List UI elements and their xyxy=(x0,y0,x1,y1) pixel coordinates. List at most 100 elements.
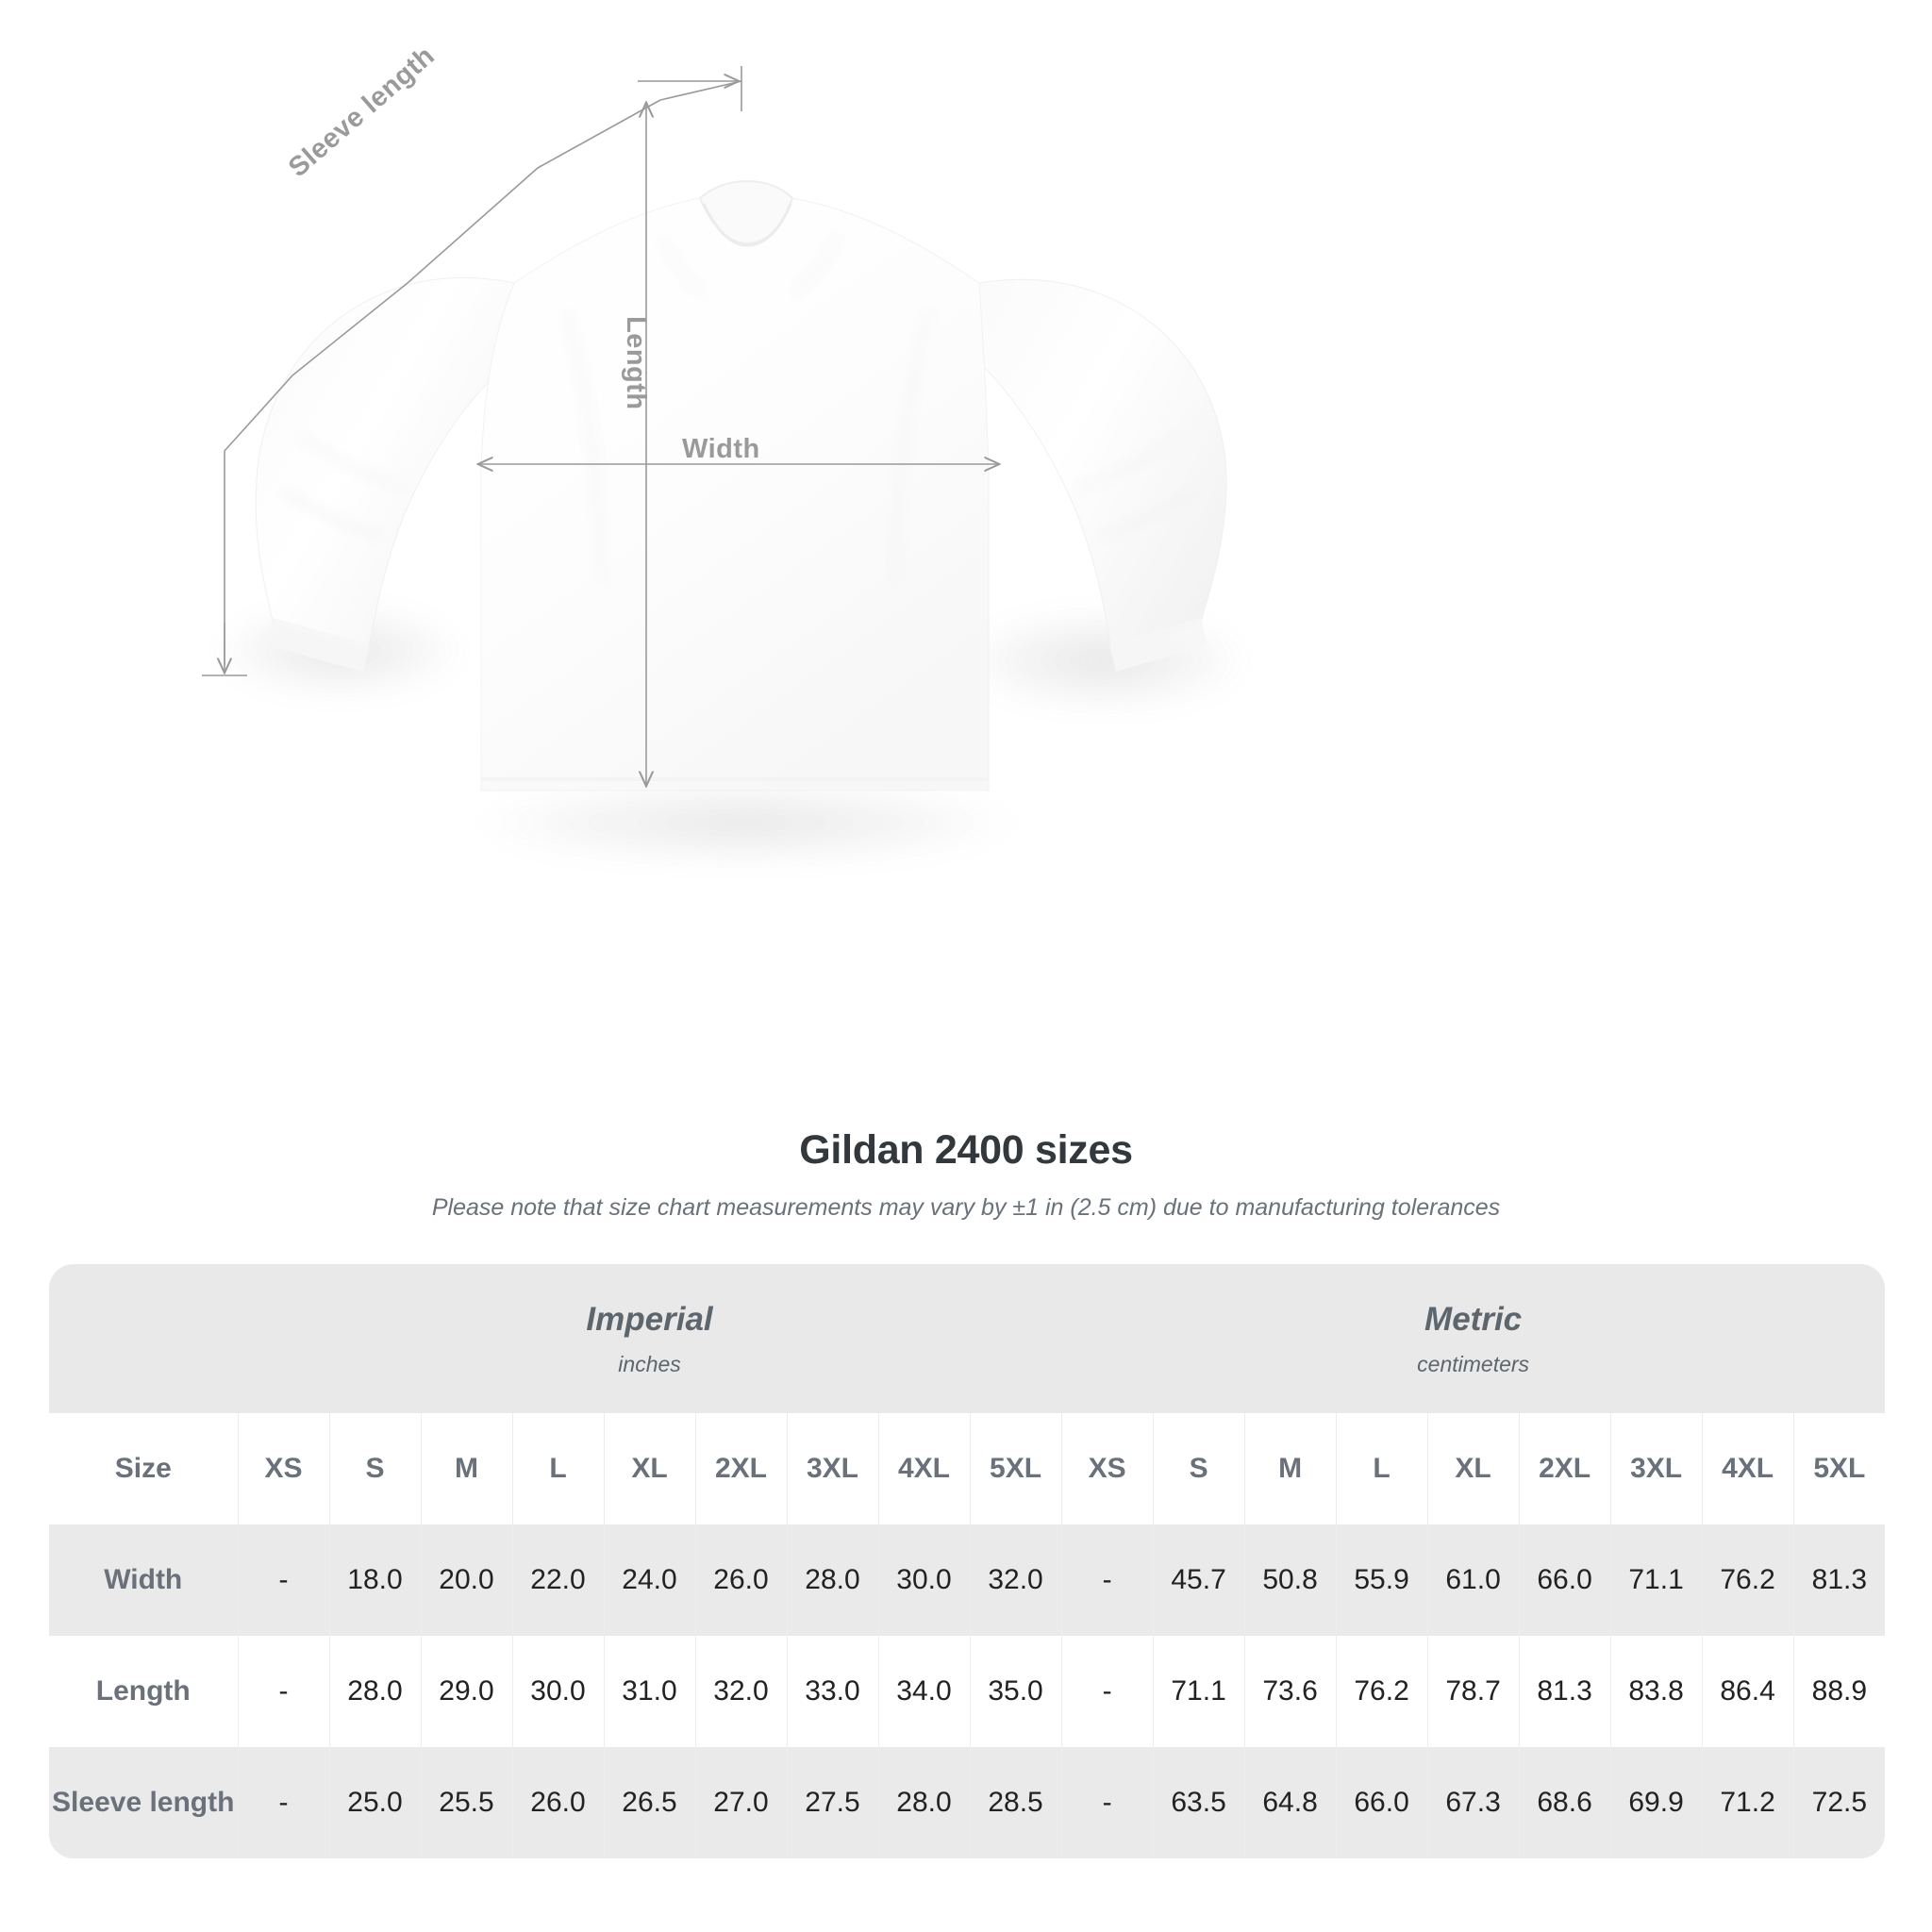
measurement-cell: 20.0 xyxy=(420,1524,512,1636)
measurement-cell: 31.0 xyxy=(603,1636,695,1747)
measurement-cell: 76.2 xyxy=(1335,1636,1428,1747)
measurement-cell: 78.7 xyxy=(1426,1636,1520,1747)
size-header-cell: S xyxy=(1152,1413,1245,1524)
size-header-cell: 3XL xyxy=(786,1413,878,1524)
measurement-cell: 28.0 xyxy=(877,1747,970,1858)
measurement-cell: 24.0 xyxy=(603,1524,695,1636)
unit-group-subtitle: centimeters xyxy=(1417,1351,1530,1376)
measurement-cell: 28.5 xyxy=(969,1747,1062,1858)
size-header-cell: 4XL xyxy=(1701,1413,1794,1524)
size-header-cell: S xyxy=(328,1413,421,1524)
measurement-cell: 26.5 xyxy=(603,1747,695,1858)
measurement-cell: 63.5 xyxy=(1152,1747,1245,1858)
unit-group-metric: Metric centimeters xyxy=(1061,1264,1886,1413)
size-header-cell: M xyxy=(420,1413,512,1524)
measurement-cell: 69.9 xyxy=(1609,1747,1703,1858)
measurement-cell: 76.2 xyxy=(1701,1524,1794,1636)
measurement-cell: 45.7 xyxy=(1152,1524,1245,1636)
measurement-cell: 25.5 xyxy=(420,1747,512,1858)
measurement-cell: 22.0 xyxy=(511,1524,604,1636)
size-header-cell: 5XL xyxy=(969,1413,1062,1524)
size-header-cell: 2XL xyxy=(1518,1413,1611,1524)
measurement-cell: 64.8 xyxy=(1243,1747,1337,1858)
measurement-cell: 71.2 xyxy=(1701,1747,1794,1858)
unit-group-name: Metric xyxy=(1424,1300,1523,1338)
measurement-cell: 25.0 xyxy=(328,1747,421,1858)
measurement-cell: 26.0 xyxy=(511,1747,604,1858)
measurement-cell: 67.3 xyxy=(1426,1747,1520,1858)
measurement-cell: 66.0 xyxy=(1335,1747,1428,1858)
page-subtitle: Please note that size chart measurements… xyxy=(431,1194,1501,1221)
size-chart-table-wrapper: Imperial inches Metric centimeters Size XS S M L… xyxy=(49,1264,1886,1858)
measurement-cell: 71.1 xyxy=(1609,1524,1703,1636)
size-header-row: Size XS S M L XL 2XL 3XL 4XL 5XL XS S M L XL 2XL 3XL 4XL 5… xyxy=(49,1413,1886,1524)
measurement-cell: - xyxy=(1060,1747,1154,1858)
measurement-cell: 73.6 xyxy=(1243,1636,1337,1747)
measurement-cell: 81.3 xyxy=(1518,1636,1611,1747)
measurement-cell: 88.9 xyxy=(1792,1636,1886,1747)
left-sleeve xyxy=(255,276,529,672)
row-label-sleeve-length: Sleeve length xyxy=(49,1747,238,1858)
title-block: Gildan 2400 sizes Please note that size … xyxy=(0,1127,1932,1222)
size-header-cell: L xyxy=(511,1413,604,1524)
measurement-cell: 35.0 xyxy=(969,1636,1062,1747)
size-header-cell: 2XL xyxy=(694,1413,787,1524)
measurement-cell: 71.1 xyxy=(1152,1636,1245,1747)
measurement-cell: - xyxy=(237,1524,329,1636)
right-sleeve xyxy=(963,278,1227,672)
measurement-cell: 30.0 xyxy=(511,1636,604,1747)
size-header-label: Size xyxy=(49,1413,238,1524)
measurement-cell: 86.4 xyxy=(1701,1636,1794,1747)
measurement-cell: 27.0 xyxy=(694,1747,787,1858)
measurement-cell: 50.8 xyxy=(1243,1524,1337,1636)
garment-diagram: Sleeve length Length Width xyxy=(198,41,1269,868)
measurement-cell: 83.8 xyxy=(1609,1636,1703,1747)
measurement-cell: 29.0 xyxy=(420,1636,512,1747)
unit-group-imperial: Imperial inches xyxy=(238,1264,1062,1413)
measurement-cell: 68.6 xyxy=(1518,1747,1611,1858)
measurement-cell: - xyxy=(237,1747,329,1858)
measurement-cell: 30.0 xyxy=(877,1524,970,1636)
unit-header-row: Imperial inches Metric centimeters xyxy=(49,1264,1886,1413)
measurement-cell: 66.0 xyxy=(1518,1524,1611,1636)
measurement-cell: - xyxy=(1060,1524,1154,1636)
measurement-cell: 33.0 xyxy=(786,1636,878,1747)
size-header-cell: 3XL xyxy=(1609,1413,1703,1524)
table-row: Length -28.0 29.0 30.0 31.0 32.0 33.0 34.0 35.0-… xyxy=(49,1636,1886,1747)
row-label-width: Width xyxy=(49,1524,238,1636)
table-row: Width -18.0 20.0 22.0 24.0 26.0 28.0 30.0 32.0-4… xyxy=(49,1524,1886,1636)
sleeve-length-dimension xyxy=(202,66,742,676)
measurement-cell: 32.0 xyxy=(969,1524,1062,1636)
size-header-cell: XS xyxy=(237,1413,329,1524)
measurement-cell: 34.0 xyxy=(877,1636,970,1747)
dimension-lines xyxy=(202,66,998,785)
table-row: Sleeve length -25.0 25.5 26.0 26.5 27.0 27.5 28… xyxy=(49,1747,1886,1858)
size-header-cell: XL xyxy=(1426,1413,1520,1524)
shirt-body xyxy=(480,179,990,791)
width-label: Width xyxy=(682,434,760,464)
measurement-cell: 55.9 xyxy=(1335,1524,1428,1636)
measurement-cell: - xyxy=(1060,1636,1154,1747)
garment-illustration xyxy=(198,66,1269,868)
size-chart-table: Imperial inches Metric centimeters Size XS S M L… xyxy=(49,1264,1886,1858)
size-header-cell: 4XL xyxy=(877,1413,970,1524)
measurement-cell: 28.0 xyxy=(786,1524,878,1636)
length-label: Length xyxy=(621,316,651,410)
measurement-cell: 26.0 xyxy=(694,1524,787,1636)
row-label-length: Length xyxy=(49,1636,238,1747)
measurement-cell: 81.3 xyxy=(1792,1524,1886,1636)
size-header-cell: 5XL xyxy=(1792,1413,1886,1524)
measurement-cell: 32.0 xyxy=(694,1636,787,1747)
measurement-cell: 61.0 xyxy=(1426,1524,1520,1636)
size-header-cell: L xyxy=(1335,1413,1428,1524)
size-header-cell: M xyxy=(1243,1413,1337,1524)
measurement-cell: 27.5 xyxy=(786,1747,878,1858)
measurement-cell: 72.5 xyxy=(1792,1747,1886,1858)
measurement-cell: - xyxy=(237,1636,329,1747)
unit-header-spacer xyxy=(49,1264,238,1413)
unit-group-name: Imperial xyxy=(586,1300,713,1338)
measurement-cell: 18.0 xyxy=(328,1524,421,1636)
measurement-cell: 28.0 xyxy=(328,1636,421,1747)
page-title: Gildan 2400 sizes xyxy=(799,1127,1133,1173)
size-header-cell: XL xyxy=(603,1413,695,1524)
